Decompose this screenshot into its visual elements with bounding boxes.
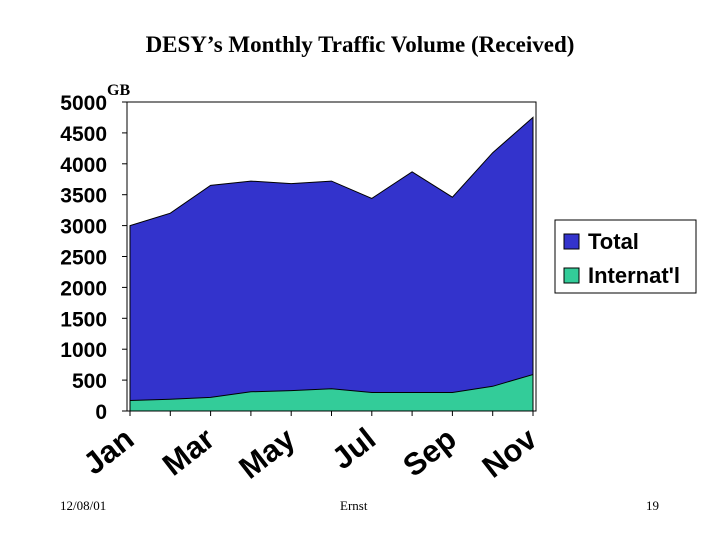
- x-tick-label: Mar: [156, 421, 221, 483]
- area-total: [129, 116, 534, 412]
- legend-swatch-total: [563, 233, 580, 250]
- footer-page-number: 19: [646, 498, 659, 513]
- y-tick-label: 2500: [60, 247, 107, 270]
- chart-title: DESY’s Monthly Traffic Volume (Received): [145, 32, 575, 57]
- y-tick-label: 4500: [60, 123, 107, 146]
- x-tick-label: Jan: [77, 421, 141, 481]
- legend-label: Total: [588, 229, 639, 254]
- x-tick-label: Sep: [396, 421, 462, 484]
- y-tick-label: 3000: [60, 216, 107, 239]
- y-tick-label: 5000: [60, 92, 107, 115]
- legend-swatch-internatl: [563, 267, 580, 284]
- y-tick-label: 1000: [60, 339, 107, 362]
- y-tick-label: 0: [95, 401, 107, 424]
- y-tick-label: 500: [72, 370, 107, 393]
- footer-author: Ernst: [340, 498, 368, 513]
- y-axis-label: GB: [107, 82, 130, 99]
- legend-label: Internat'l: [588, 263, 680, 288]
- footer-date: 12/08/01: [60, 498, 107, 513]
- x-tick-label: May: [232, 420, 302, 485]
- x-tick-label: Jul: [325, 421, 382, 476]
- y-tick-label: 2000: [60, 277, 107, 300]
- y-tick-label: 1500: [60, 308, 107, 331]
- x-tick-label: Nov: [476, 420, 544, 484]
- y-tick-label: 4000: [60, 154, 107, 177]
- area-internatl: [129, 373, 534, 412]
- y-tick-label: 3500: [60, 185, 107, 208]
